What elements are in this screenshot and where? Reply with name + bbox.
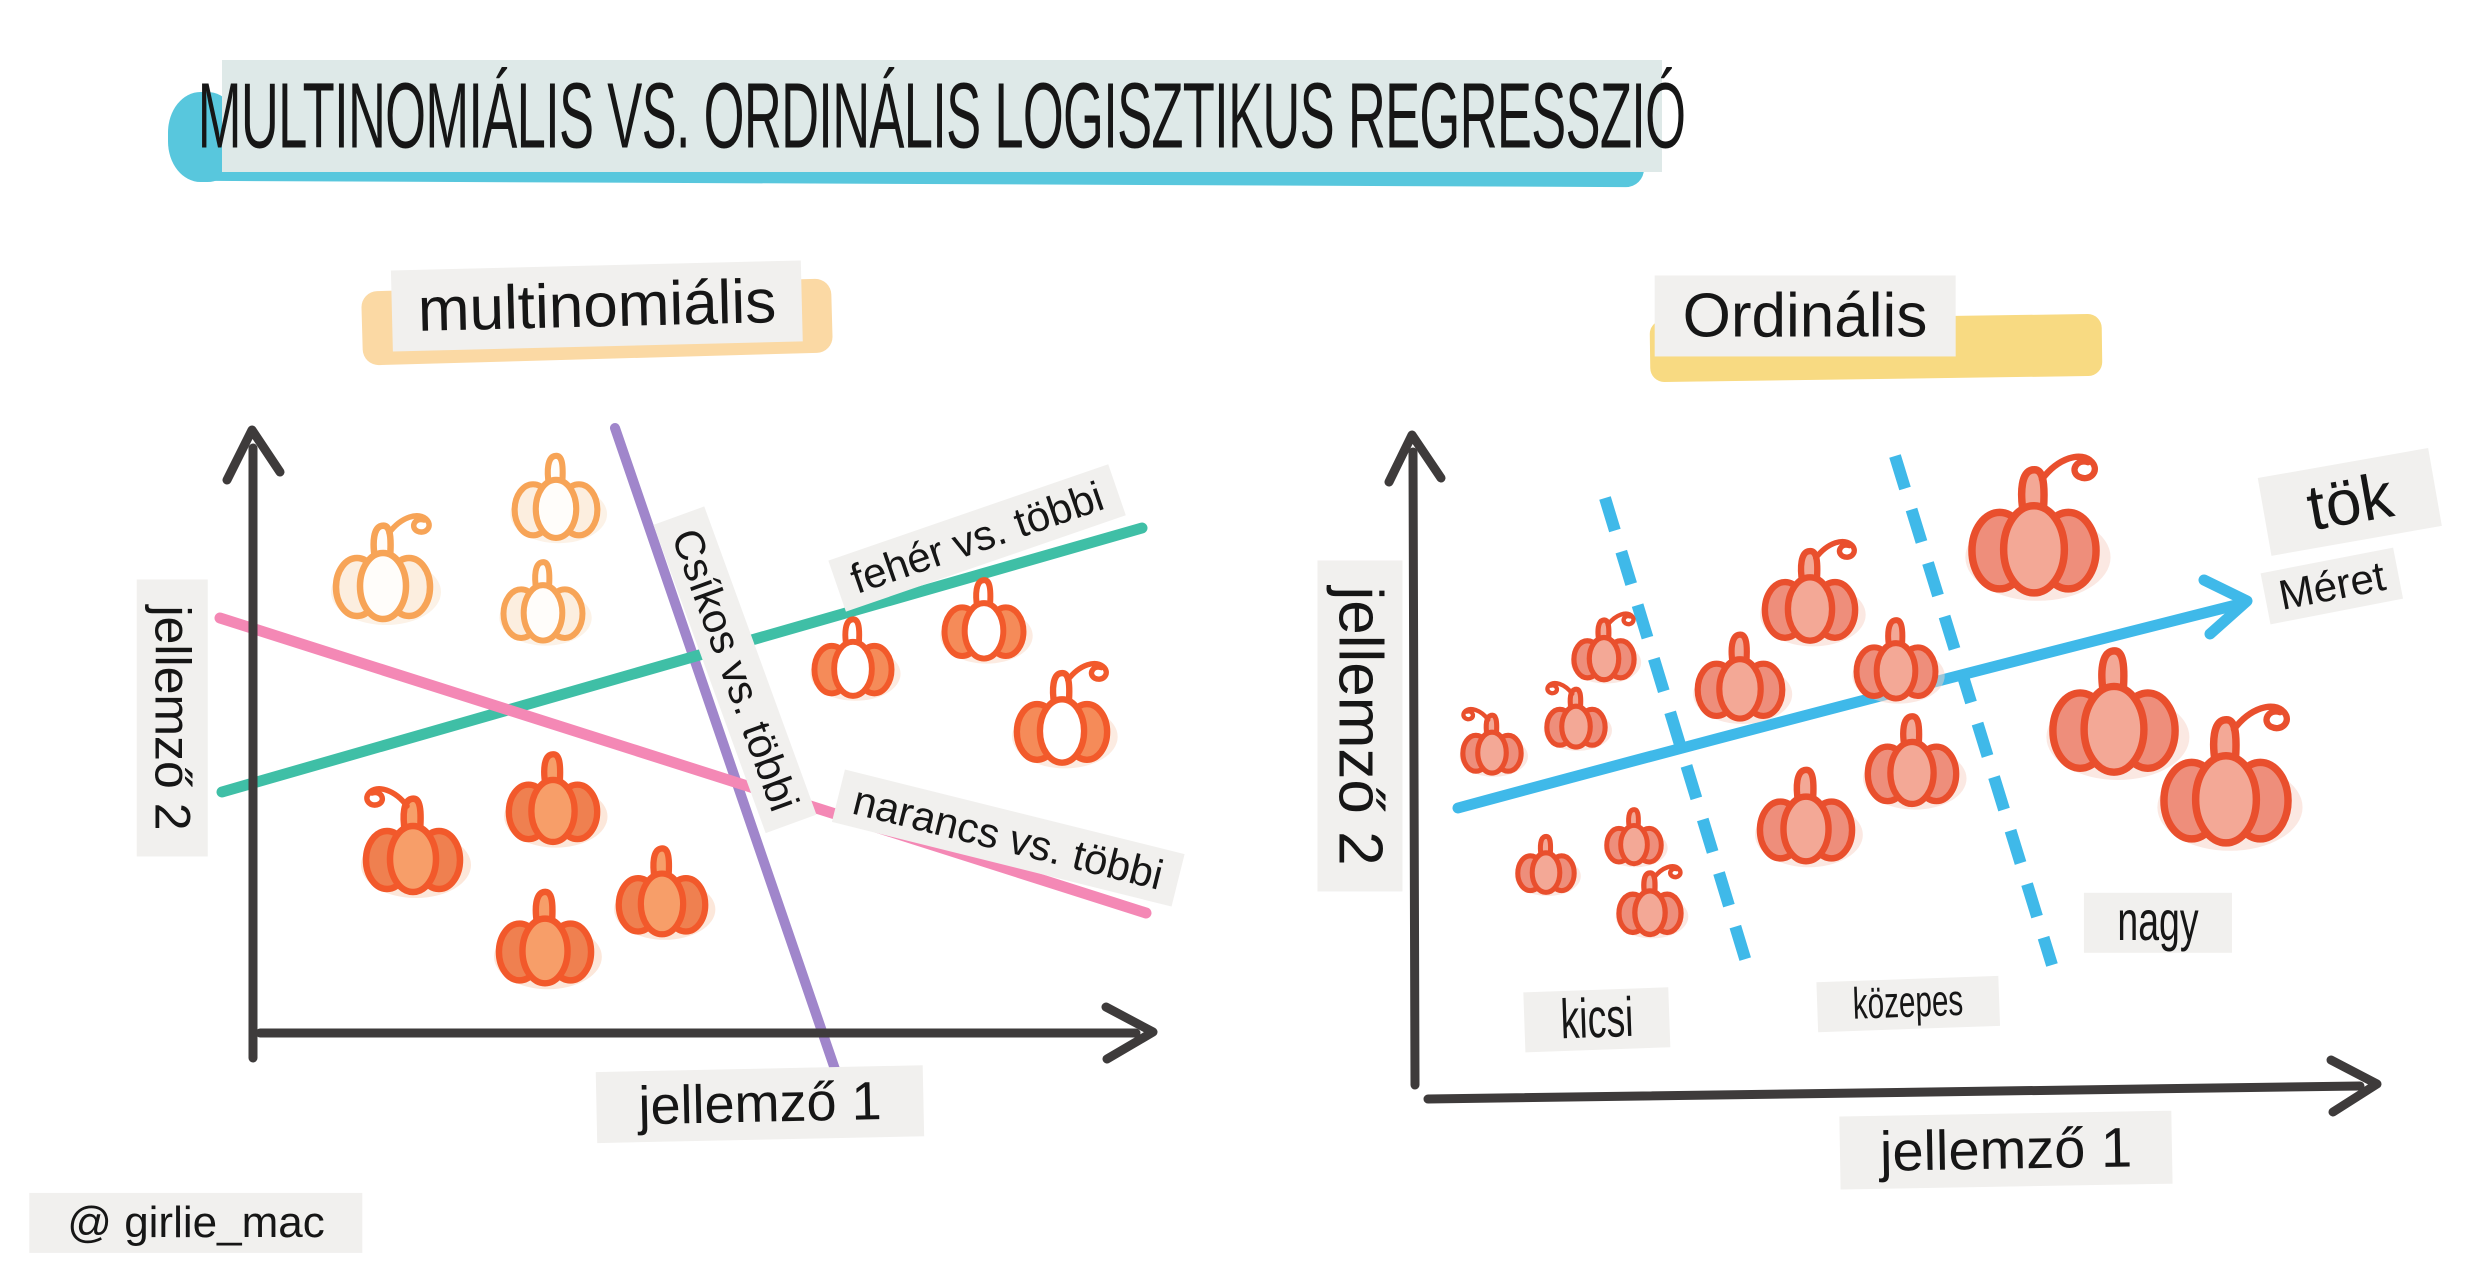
author-attribution: @ girlie_mac xyxy=(29,1192,363,1254)
size-category-label-large: nagy xyxy=(2083,891,2233,954)
pumpkin-red xyxy=(1459,707,1528,777)
left-x-axis-label: jellemző 1 xyxy=(595,1065,925,1143)
pumpkin-orange xyxy=(494,888,602,990)
pumpkin-white xyxy=(510,452,608,544)
boundary-line-orange xyxy=(214,612,1152,919)
left-y-axis-label: jellemző 2 xyxy=(136,579,208,857)
size-category-label-medium-text: közepes xyxy=(1851,976,1964,1030)
pumpkin-striped xyxy=(940,577,1033,664)
boundary-line-striped xyxy=(610,423,843,1083)
pumpkin-red xyxy=(1693,631,1793,724)
pumpkin-red xyxy=(1863,713,1967,810)
size-category-label-small: kicsi xyxy=(1523,987,1671,1053)
pumpkin-striped xyxy=(1012,660,1118,769)
right-y-axis-label-text: jellemző 2 xyxy=(1325,586,1395,866)
size-axis-label-tok-text: tök xyxy=(2301,458,2399,545)
page-title-text: MULTINOMIÁLIS VS. ORDINÁLIS LOGISZTIKUS … xyxy=(198,63,1686,168)
pumpkin-red xyxy=(1543,681,1612,751)
pumpkin-red xyxy=(2046,647,2190,780)
left-y-axis xyxy=(222,425,285,1063)
left-x-axis-label-text: jellemző 1 xyxy=(637,1071,883,1137)
pumpkin-white xyxy=(499,559,592,646)
right-chart-title-text: Ordinális xyxy=(1682,281,1928,351)
pumpkin-red xyxy=(1615,864,1689,939)
pumpkin-orange xyxy=(504,751,608,848)
left-chart-title: multinomiális xyxy=(390,260,804,352)
size-category-label-medium: közepes xyxy=(1816,975,2000,1033)
size-category-label-small-text: kicsi xyxy=(1559,987,1635,1052)
right-y-axis xyxy=(1384,430,1446,1090)
pumpkin-red xyxy=(1514,833,1581,896)
boundary-line-white xyxy=(216,522,1148,798)
size-divider-1 xyxy=(1599,496,1753,967)
left-chart-title-text: multinomiális xyxy=(417,267,777,345)
pumpkin-red xyxy=(1760,538,1866,647)
right-x-axis xyxy=(1423,1055,2382,1117)
pumpkin-orange xyxy=(361,786,471,898)
size-divider-2 xyxy=(1889,454,2058,967)
left-x-axis xyxy=(255,1002,1158,1064)
pumpkin-red xyxy=(1603,807,1668,868)
pumpkin-white xyxy=(331,513,441,625)
pumpkin-red xyxy=(1755,766,1863,868)
pumpkin-red xyxy=(2157,703,2303,851)
size-axis-arrow xyxy=(1452,574,2253,814)
size-category-label-large-text: nagy xyxy=(2117,891,2199,953)
left-y-axis-label-text: jellemző 2 xyxy=(144,605,201,831)
pumpkin-red xyxy=(1965,453,2111,601)
author-attribution-text: @ girlie_mac xyxy=(67,1197,325,1247)
pumpkin-red xyxy=(1570,611,1642,684)
right-chart-title: Ordinális xyxy=(1654,275,1956,357)
right-y-axis-label: jellemző 2 xyxy=(1317,560,1403,892)
pumpkin-red xyxy=(1852,617,1945,704)
right-x-axis-label-text: jellemző 1 xyxy=(1879,1115,2133,1183)
pumpkin-orange xyxy=(614,845,716,940)
pumpkin-striped xyxy=(810,616,901,701)
right-x-axis-label: jellemző 1 xyxy=(1839,1110,2173,1190)
page-title: MULTINOMIÁLIS VS. ORDINÁLIS LOGISZTIKUS … xyxy=(198,60,1686,172)
